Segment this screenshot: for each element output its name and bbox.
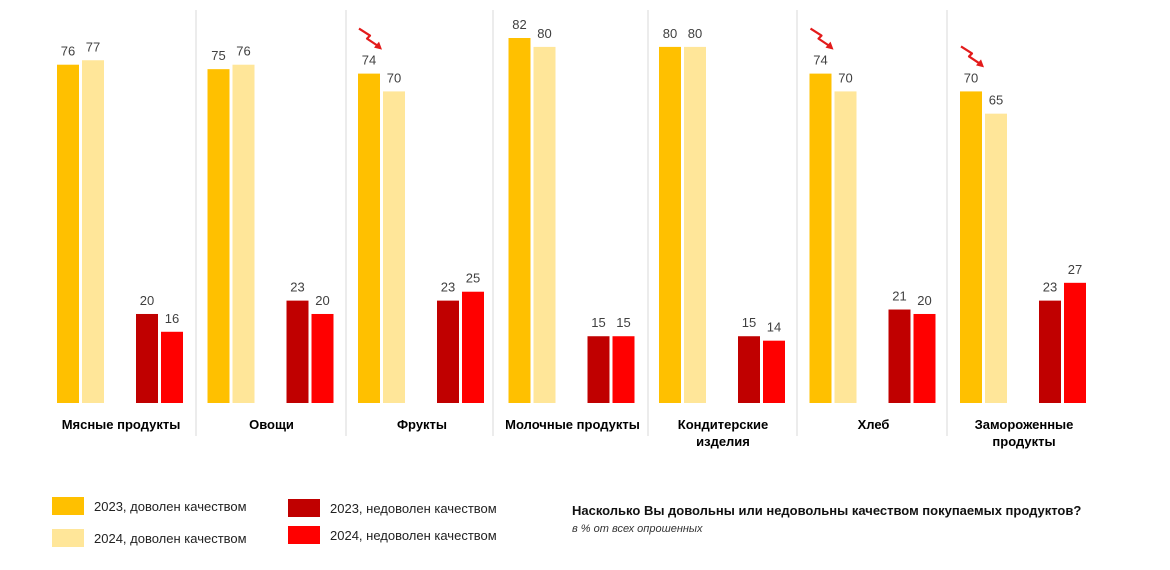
value-label-2023-satisfied: 70 bbox=[964, 70, 978, 85]
value-label-2023-unsatisfied: 23 bbox=[441, 280, 455, 295]
value-label-2024-satisfied: 77 bbox=[86, 39, 100, 54]
bar-2023-unsatisfied bbox=[136, 313, 158, 403]
value-label-2023-satisfied: 82 bbox=[512, 17, 526, 32]
decline-arrow-head-icon bbox=[374, 41, 382, 50]
bar-2024-satisfied bbox=[985, 113, 1007, 404]
value-label-2024-unsatisfied: 27 bbox=[1068, 262, 1082, 277]
category-label: Мясные продукты bbox=[62, 417, 181, 432]
legend-swatch-2024-satisfied bbox=[52, 529, 84, 547]
bar-2023-satisfied bbox=[508, 38, 531, 403]
value-label-2023-satisfied: 74 bbox=[813, 53, 827, 68]
bar-2023-satisfied bbox=[207, 69, 230, 403]
value-label-2023-satisfied: 74 bbox=[362, 53, 376, 68]
bar-2024-unsatisfied bbox=[913, 313, 936, 403]
bar-2024-unsatisfied bbox=[462, 291, 484, 403]
bar-chart: 76 77 20 16 Мясные продукты 75 76 23 20 Овощи 74 70… bbox=[57, 10, 1086, 449]
category-label: Молочные продукты bbox=[505, 417, 640, 432]
value-label-2024-satisfied: 65 bbox=[989, 93, 1003, 108]
bar-2024-satisfied bbox=[232, 64, 255, 404]
legend-swatch-2024-unsatisfied bbox=[288, 526, 320, 544]
bar-2023-unsatisfied bbox=[888, 309, 911, 403]
category-label: Фрукты bbox=[397, 417, 447, 432]
decline-arrow-head-icon bbox=[825, 41, 834, 50]
value-label-2024-satisfied: 70 bbox=[838, 70, 852, 85]
value-label-2024-satisfied: 76 bbox=[236, 44, 250, 59]
bar-2024-unsatisfied bbox=[1064, 282, 1086, 403]
value-label-2023-unsatisfied: 15 bbox=[591, 315, 605, 330]
category-label: Хлеб bbox=[858, 417, 890, 432]
value-label-2024-satisfied: 80 bbox=[537, 26, 551, 41]
value-label-2023-unsatisfied: 15 bbox=[742, 315, 756, 330]
legend-item-2024-unsatisfied: 2024, недоволен качеством bbox=[288, 526, 497, 544]
bar-2023-unsatisfied bbox=[738, 336, 760, 403]
bar-2024-satisfied bbox=[684, 46, 706, 404]
value-label-2023-unsatisfied: 23 bbox=[1043, 280, 1057, 295]
decline-arrow-head-icon bbox=[976, 59, 984, 68]
bar-2024-unsatisfied bbox=[311, 313, 334, 403]
value-label-2024-unsatisfied: 16 bbox=[165, 311, 179, 326]
category-label: Овощи bbox=[249, 417, 294, 432]
bar-2024-unsatisfied bbox=[161, 331, 183, 403]
bar-2023-satisfied bbox=[57, 64, 79, 404]
bar-2023-unsatisfied bbox=[1039, 300, 1061, 403]
legend-label-2023-satisfied: 2023, доволен качеством bbox=[94, 498, 247, 514]
legend-label-2024-satisfied: 2024, доволен качеством bbox=[94, 530, 247, 546]
legend-item-2023-satisfied: 2023, доволен качеством bbox=[52, 497, 247, 515]
bar-2024-satisfied bbox=[834, 91, 857, 403]
bar-2024-satisfied bbox=[533, 46, 556, 404]
value-label-2023-satisfied: 76 bbox=[61, 44, 75, 59]
bar-2023-unsatisfied bbox=[437, 300, 459, 403]
decline-arrow-icon bbox=[358, 27, 380, 48]
value-label-2023-satisfied: 75 bbox=[211, 48, 225, 63]
legend-swatch-2023-satisfied bbox=[52, 497, 84, 515]
value-label-2023-unsatisfied: 20 bbox=[140, 293, 154, 308]
bar-2023-unsatisfied bbox=[587, 336, 610, 403]
category-label: Замороженные продукты bbox=[975, 417, 1074, 449]
value-label-2024-unsatisfied: 20 bbox=[315, 293, 329, 308]
value-label-2024-unsatisfied: 15 bbox=[616, 315, 630, 330]
value-label-2024-satisfied: 80 bbox=[688, 26, 702, 41]
value-label-2023-unsatisfied: 23 bbox=[290, 280, 304, 295]
bar-2024-satisfied bbox=[82, 60, 104, 403]
legend-item-2023-unsatisfied: 2023, недоволен качеством bbox=[288, 499, 497, 517]
value-label-2023-unsatisfied: 21 bbox=[892, 289, 906, 304]
legend-item-2024-satisfied: 2024, доволен качеством bbox=[52, 529, 247, 547]
value-label-2024-satisfied: 70 bbox=[387, 70, 401, 85]
bar-2024-satisfied bbox=[383, 91, 405, 403]
legend-label-2023-unsatisfied: 2023, недоволен качеством bbox=[330, 500, 497, 516]
bar-2023-satisfied bbox=[358, 73, 380, 404]
survey-note: в % от всех опрошенных bbox=[572, 523, 703, 535]
legend-label-2024-unsatisfied: 2024, недоволен качеством bbox=[330, 527, 497, 543]
legend-swatch-2023-unsatisfied bbox=[288, 499, 320, 517]
decline-arrow-icon bbox=[960, 45, 982, 66]
bar-2024-unsatisfied bbox=[763, 340, 785, 403]
bar-2023-satisfied bbox=[960, 91, 982, 403]
bar-2024-unsatisfied bbox=[612, 336, 635, 403]
value-label-2023-satisfied: 80 bbox=[663, 26, 677, 41]
value-label-2024-unsatisfied: 20 bbox=[917, 293, 931, 308]
category-label: Кондитерские изделия bbox=[678, 417, 768, 449]
bar-2023-satisfied bbox=[659, 46, 681, 404]
bar-2023-satisfied bbox=[809, 73, 832, 404]
value-label-2024-unsatisfied: 14 bbox=[767, 320, 781, 335]
survey-question: Насколько Вы довольны или недовольны кач… bbox=[572, 503, 1082, 518]
value-label-2024-unsatisfied: 25 bbox=[466, 271, 480, 286]
bar-2023-unsatisfied bbox=[286, 300, 309, 403]
decline-arrow-icon bbox=[809, 27, 832, 48]
